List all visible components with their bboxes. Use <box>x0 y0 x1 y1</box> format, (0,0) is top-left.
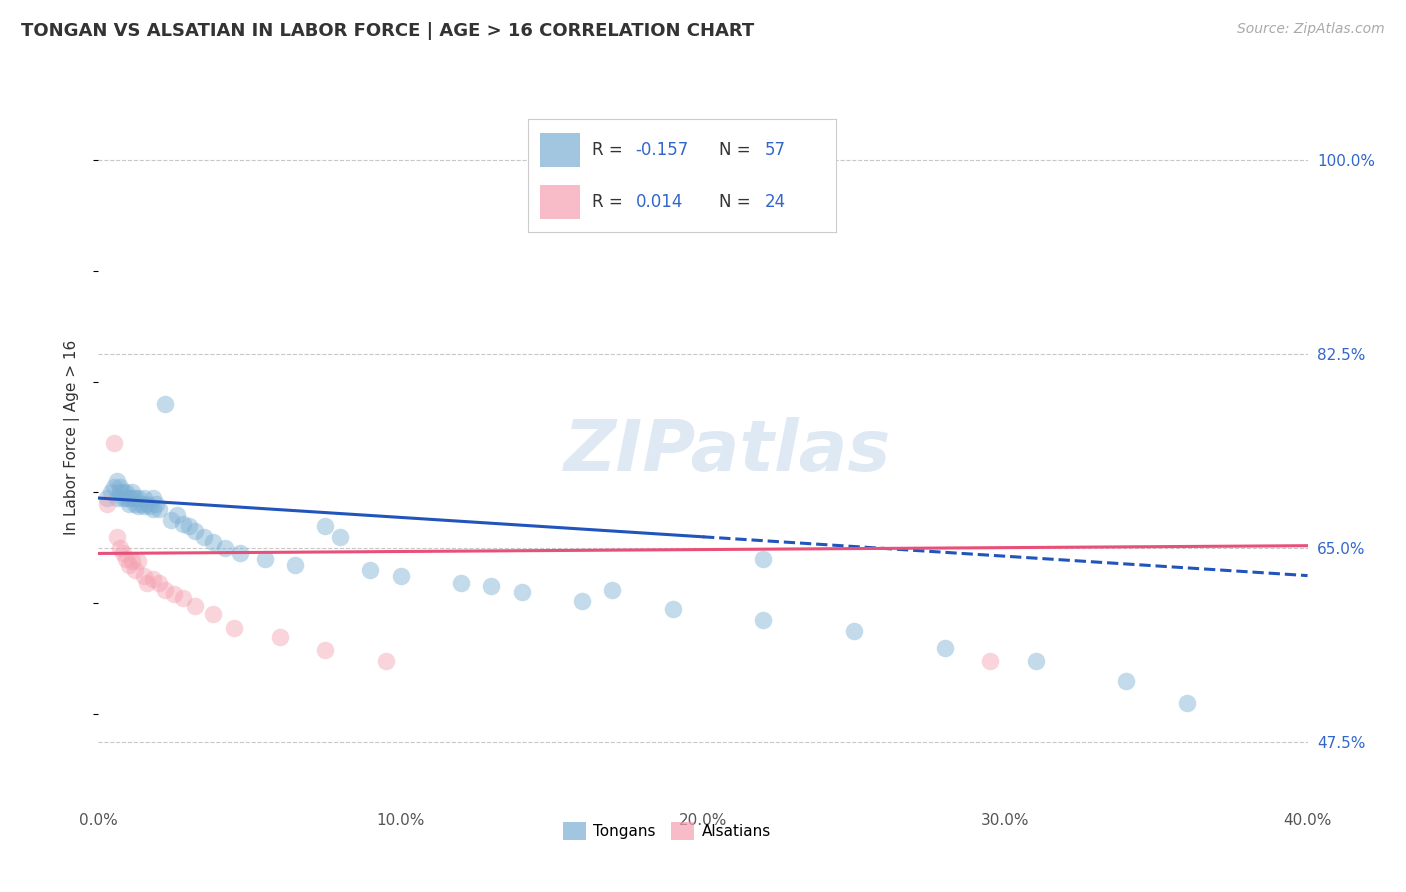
Point <box>129 497 152 511</box>
Point <box>135 576 157 591</box>
Point <box>179 518 201 533</box>
Point <box>105 491 128 505</box>
Point <box>844 624 866 638</box>
Point <box>118 491 141 505</box>
Point <box>142 572 165 586</box>
Point <box>752 552 775 566</box>
Y-axis label: In Labor Force | Age > 16: In Labor Force | Age > 16 <box>63 340 80 534</box>
Point <box>127 491 149 505</box>
Point <box>111 485 134 500</box>
Point <box>481 578 503 592</box>
Point <box>145 497 167 511</box>
Point <box>121 554 143 568</box>
Point <box>329 530 352 544</box>
Point <box>108 541 131 555</box>
Point <box>139 499 162 513</box>
Point <box>1024 654 1046 668</box>
Point <box>172 516 194 531</box>
Point <box>284 558 307 572</box>
Point <box>214 541 236 555</box>
Point <box>96 497 118 511</box>
Point <box>142 491 165 505</box>
Point <box>661 602 683 616</box>
Point <box>105 530 128 544</box>
Point <box>202 607 225 622</box>
Point <box>253 552 276 566</box>
Point <box>121 491 143 505</box>
Text: Source: ZipAtlas.com: Source: ZipAtlas.com <box>1237 22 1385 37</box>
Point <box>114 485 136 500</box>
Point <box>450 576 472 591</box>
Point <box>96 491 118 505</box>
Point <box>100 485 122 500</box>
Point <box>142 502 165 516</box>
Legend: Tongans, Alsatians: Tongans, Alsatians <box>557 815 778 847</box>
Point <box>121 485 143 500</box>
Point <box>172 591 194 605</box>
Point <box>118 558 141 572</box>
Point <box>314 518 336 533</box>
Point <box>229 546 252 560</box>
Point <box>124 497 146 511</box>
Point <box>184 599 207 613</box>
Point <box>224 621 246 635</box>
Point <box>314 643 336 657</box>
Point <box>160 513 183 527</box>
Point <box>148 576 170 591</box>
Point <box>1175 696 1198 710</box>
Point <box>571 594 593 608</box>
Point <box>153 582 176 597</box>
Point <box>166 508 188 522</box>
Point <box>193 530 215 544</box>
Point <box>979 654 1001 668</box>
Point <box>184 524 207 539</box>
Point <box>111 546 134 560</box>
Point <box>127 499 149 513</box>
Text: ZIPatlas: ZIPatlas <box>564 417 891 486</box>
Point <box>108 485 131 500</box>
Point <box>360 563 382 577</box>
Point <box>934 640 956 655</box>
Point <box>105 475 128 489</box>
Point <box>269 630 291 644</box>
Point <box>127 554 149 568</box>
Point <box>124 563 146 577</box>
Point <box>132 568 155 582</box>
Point <box>135 497 157 511</box>
Text: TONGAN VS ALSATIAN IN LABOR FORCE | AGE > 16 CORRELATION CHART: TONGAN VS ALSATIAN IN LABOR FORCE | AGE … <box>21 22 755 40</box>
Point <box>114 491 136 505</box>
Point <box>389 568 412 582</box>
Point <box>132 499 155 513</box>
Point <box>124 491 146 505</box>
Point <box>752 613 775 627</box>
Point <box>163 587 186 601</box>
Point <box>103 435 125 450</box>
Point <box>153 397 176 411</box>
Point <box>103 480 125 494</box>
Point <box>114 552 136 566</box>
Point <box>132 491 155 505</box>
Point <box>108 480 131 494</box>
Point <box>602 582 624 597</box>
Point <box>118 497 141 511</box>
Point <box>510 585 533 599</box>
Point <box>1115 673 1137 688</box>
Point <box>111 491 134 505</box>
Point <box>202 535 225 549</box>
Point <box>148 502 170 516</box>
Point <box>374 654 396 668</box>
